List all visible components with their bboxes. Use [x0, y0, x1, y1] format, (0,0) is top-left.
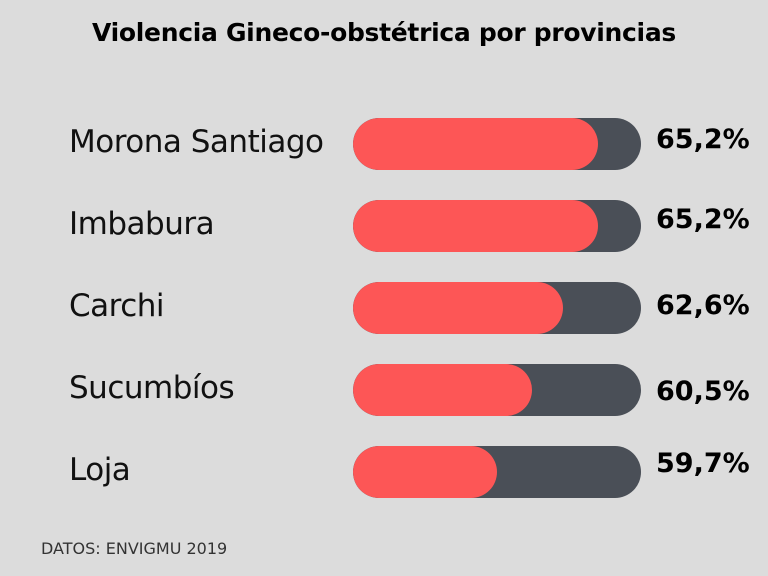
bar-fill	[353, 118, 598, 170]
bar-track	[353, 446, 641, 498]
bar-fill	[353, 446, 497, 498]
value-label: 62,6%	[656, 290, 750, 321]
bar-row: Morona Santiago 65,2%	[0, 118, 768, 170]
value-label: 65,2%	[656, 204, 750, 235]
category-label: Carchi	[69, 288, 165, 324]
chart-title: Violencia Gineco-obstétrica por provinci…	[92, 18, 676, 47]
value-label: 59,7%	[656, 448, 750, 479]
value-label: 60,5%	[656, 376, 750, 407]
bar-row: Sucumbíos 60,5%	[0, 364, 768, 416]
value-label: 65,2%	[656, 124, 750, 155]
bar-track	[353, 364, 641, 416]
bar-fill	[353, 282, 564, 334]
bar-fill	[353, 200, 598, 252]
category-label: Imbabura	[69, 206, 215, 242]
bar-fill	[353, 364, 532, 416]
source-note: DATOS: ENVIGMU 2019	[41, 539, 228, 558]
category-label: Loja	[69, 452, 131, 488]
bar-track	[353, 282, 641, 334]
category-label: Sucumbíos	[69, 370, 235, 406]
category-label: Morona Santiago	[69, 124, 324, 160]
bar-row: Imbabura 65,2%	[0, 200, 768, 252]
bar-track	[353, 118, 641, 170]
bar-row: Loja 59,7%	[0, 446, 768, 498]
bar-row: Carchi 62,6%	[0, 282, 768, 334]
bar-track	[353, 200, 641, 252]
